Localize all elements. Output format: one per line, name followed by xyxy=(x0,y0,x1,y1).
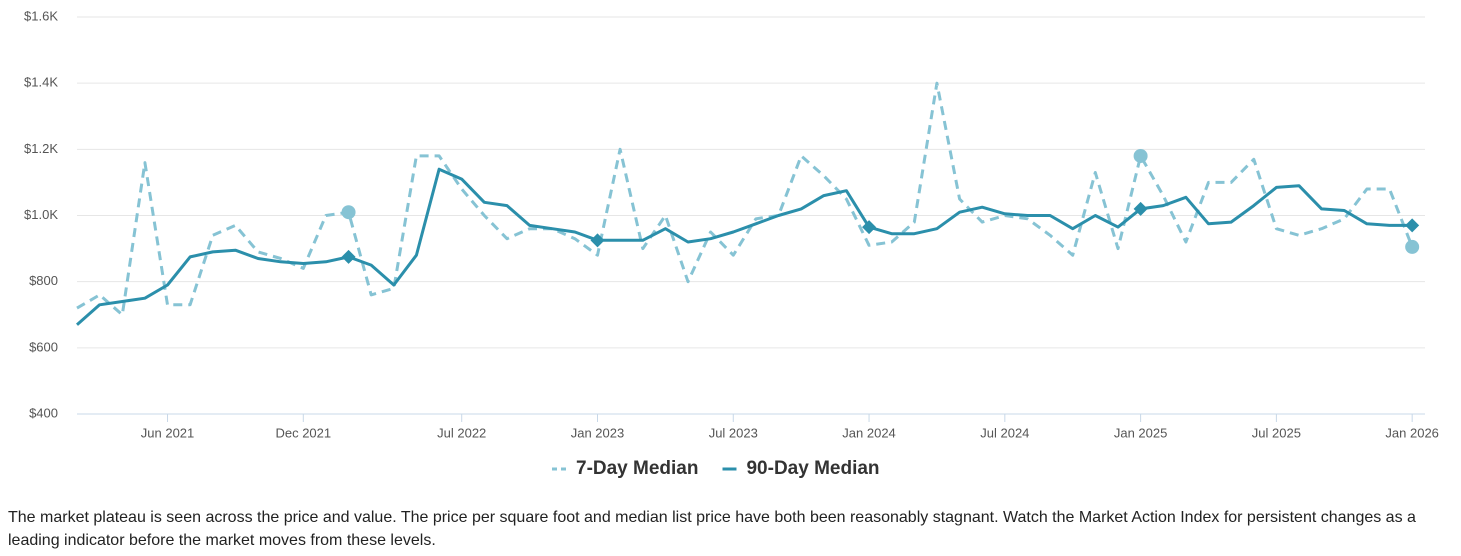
y-tick-label: $600 xyxy=(29,339,58,354)
y-tick-label: $1.0K xyxy=(24,207,58,222)
x-tick-label: Jan 2025 xyxy=(1114,425,1168,440)
point-marker xyxy=(341,205,356,220)
point-marker xyxy=(1405,218,1420,233)
x-tick-label: Jan 2026 xyxy=(1385,425,1439,440)
x-tick-label: Jul 2024 xyxy=(980,425,1029,440)
point-marker xyxy=(862,220,877,235)
x-tick-label: Jun 2021 xyxy=(141,425,195,440)
x-tick-label: Jan 2024 xyxy=(842,425,896,440)
caption: The market plateau is seen across the pr… xyxy=(8,509,1416,549)
chart: $400 $600 $800 $1.0K $1.2K $1.4K $1.6K Jun 2021… xyxy=(24,8,1439,479)
x-tick-label: Jul 2022 xyxy=(437,425,486,440)
x-tick-label: Dec 2021 xyxy=(275,425,331,440)
y-tick-label: $800 xyxy=(29,273,58,288)
y-tick-label: $400 xyxy=(29,405,58,420)
point-marker xyxy=(1133,148,1148,163)
line-0 xyxy=(76,81,1414,317)
y-tick-label: $1.6K xyxy=(24,8,58,23)
y-tick-label: $1.2K xyxy=(24,141,58,156)
point-marker xyxy=(341,249,356,264)
x-tick-label: Jul 2023 xyxy=(709,425,758,440)
point-marker xyxy=(590,233,605,248)
x-tick-label: Jan 2023 xyxy=(571,425,625,440)
legend-label: 7-Day Median xyxy=(576,458,698,479)
legend-label: 90-Day Median xyxy=(746,458,879,479)
point-marker xyxy=(1133,201,1148,216)
point-marker xyxy=(1405,239,1420,254)
x-tick-label: Jul 2025 xyxy=(1252,425,1301,440)
line-1 xyxy=(76,167,1413,326)
y-tick-label: $1.4K xyxy=(24,75,58,90)
